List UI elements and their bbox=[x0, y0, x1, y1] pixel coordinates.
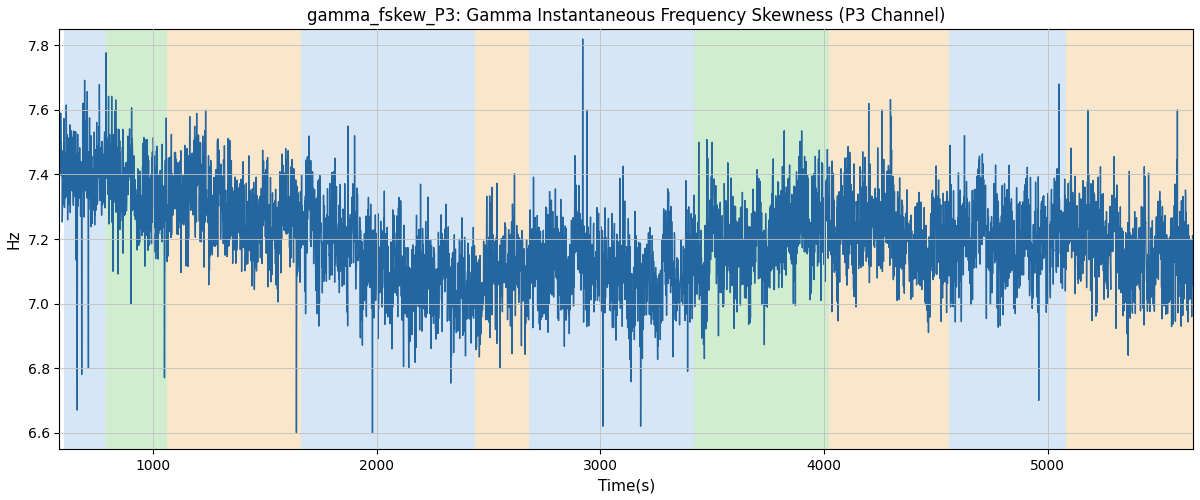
Bar bbox=[1066, 30, 1193, 449]
Bar bbox=[167, 30, 301, 449]
Title: gamma_fskew_P3: Gamma Instantaneous Frequency Skewness (P3 Channel): gamma_fskew_P3: Gamma Instantaneous Freq… bbox=[307, 7, 946, 25]
Bar bbox=[64, 30, 107, 449]
Bar bbox=[695, 30, 770, 449]
Bar bbox=[475, 30, 529, 449]
Bar bbox=[828, 30, 949, 449]
X-axis label: Time(s): Time(s) bbox=[598, 478, 655, 493]
Y-axis label: Hz: Hz bbox=[7, 230, 22, 249]
Bar bbox=[529, 30, 695, 449]
Bar bbox=[301, 30, 475, 449]
Bar bbox=[770, 30, 828, 449]
Bar bbox=[107, 30, 167, 449]
Bar bbox=[949, 30, 1066, 449]
